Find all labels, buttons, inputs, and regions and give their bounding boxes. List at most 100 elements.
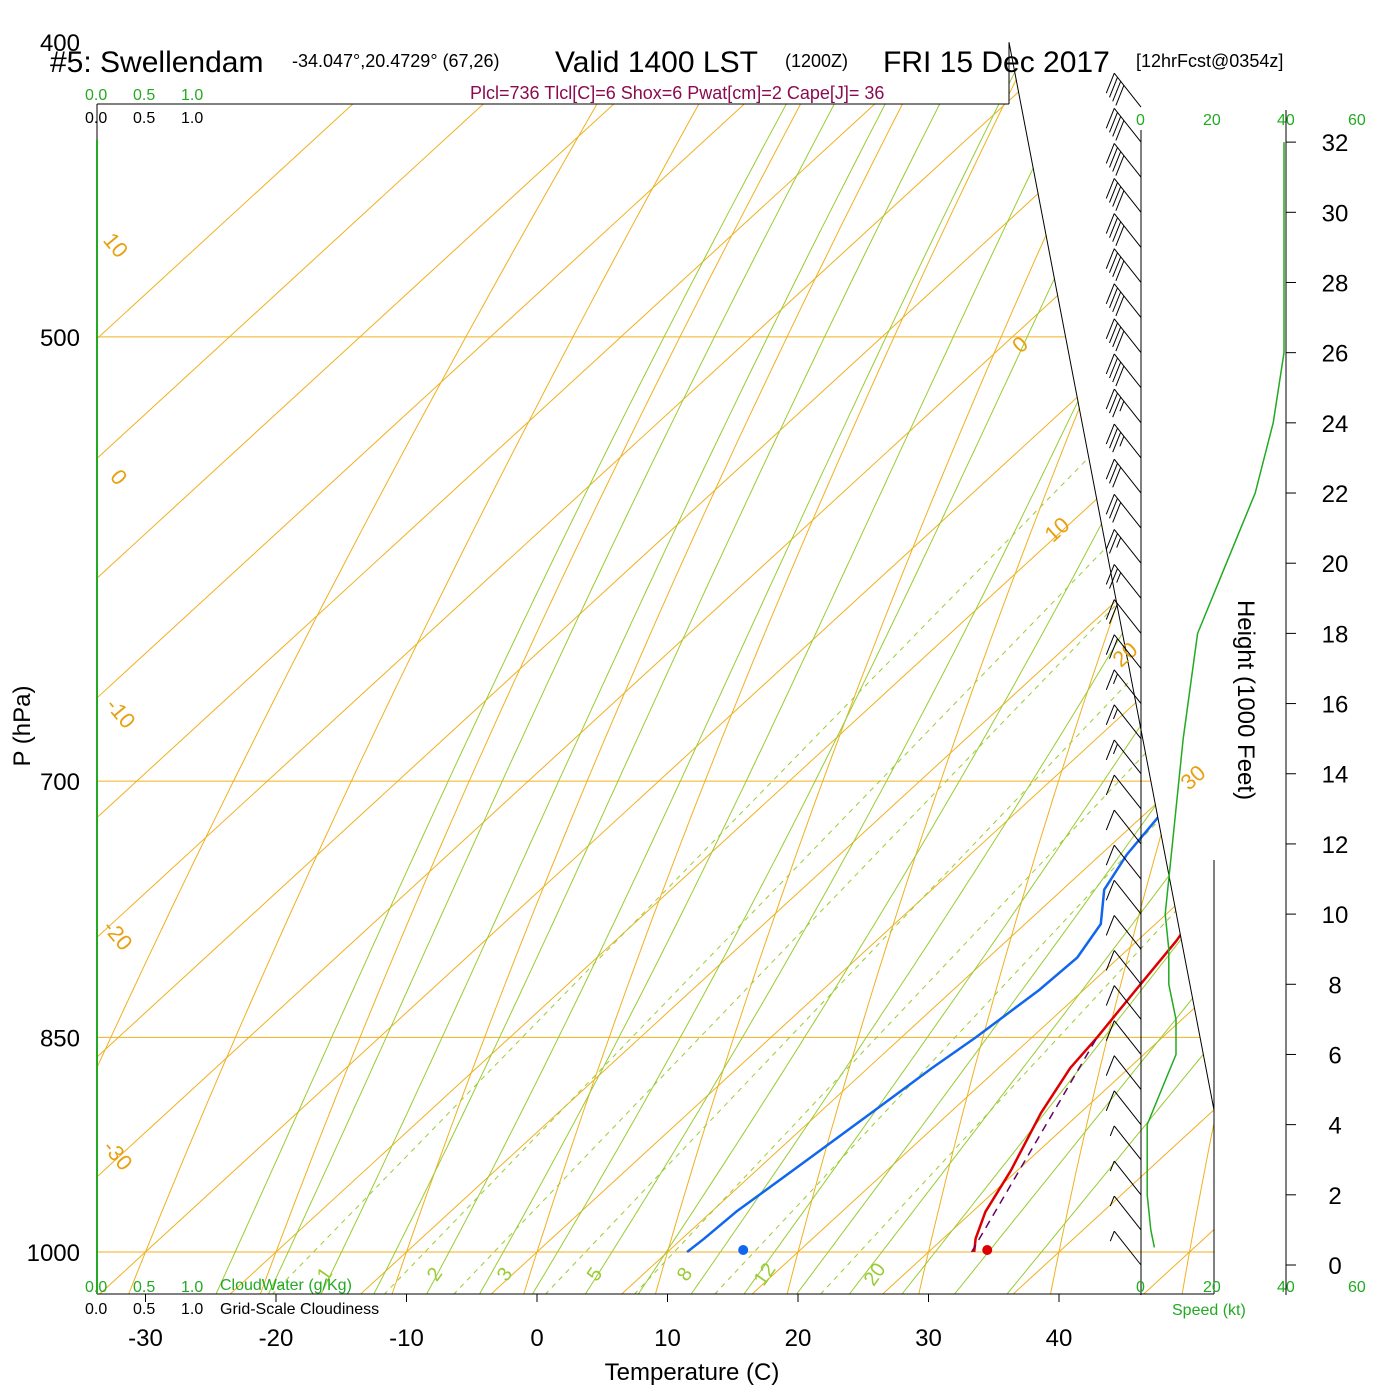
isotherm-label-0: 0 <box>1007 331 1033 358</box>
cloud-top-green-1: 0.5 <box>133 87 155 104</box>
height-tick-22: 22 <box>1322 481 1349 508</box>
temp-tick-0: 0 <box>530 1325 543 1352</box>
thermo-grid <box>97 0 1400 1316</box>
wind-barb-22 <box>1105 458 1142 494</box>
station-coords: -34.047°,20.4729° (67,26) <box>292 51 500 71</box>
dry-adiabat-60 <box>1311 0 1400 1316</box>
height-tick-14: 14 <box>1322 762 1349 789</box>
station-title: #5: Swellendam <box>50 46 263 79</box>
wind-barb-7 <box>1105 985 1142 1020</box>
isotherm--110 <box>97 42 1156 1295</box>
temp-tick-30: 30 <box>915 1325 942 1352</box>
wind-barb-20 <box>1105 529 1142 564</box>
moist-adiabat-16 <box>675 42 1214 1295</box>
wind-barb-27 <box>1105 283 1142 318</box>
wind-barb-11 <box>1105 844 1142 880</box>
valid-time: Valid 1400 LST <box>555 46 758 79</box>
pressure-tick-700: 700 <box>40 769 80 796</box>
cloud-top-green-0: 0.0 <box>85 87 107 104</box>
wind-barb-33 <box>1105 72 1142 108</box>
cloud-top-green-2: 1.0 <box>181 87 203 104</box>
mixing-ratio-label-8: 8 <box>673 1264 697 1286</box>
temp-tick-20: 20 <box>785 1325 812 1352</box>
stability-indices: Plcl=736 Tlcl[C]=6 Shox=6 Pwat[cm]=2 Cap… <box>470 83 884 103</box>
wind-barb-9 <box>1105 915 1142 950</box>
height-tick-4: 4 <box>1328 1113 1341 1140</box>
speed-top-20: 20 <box>1203 112 1221 129</box>
cloud-scale-top: 0.0 0.5 1.0 0.0 0.5 1.0 <box>85 87 203 127</box>
mixing-ratio-label-5: 5 <box>583 1264 607 1286</box>
wind-barb-2 <box>1109 1160 1142 1196</box>
speed-bot-60: 60 <box>1348 1279 1366 1296</box>
mixing-ratio-label-12: 12 <box>750 1259 781 1290</box>
dry-adiabat--40 <box>97 42 1051 1295</box>
moist-adiabat-36 <box>936 42 1214 1295</box>
parcel-profile <box>970 1037 1098 1253</box>
dry-adiabat-label--20: -20 <box>98 915 138 955</box>
height-tick-6: 6 <box>1328 1042 1341 1069</box>
pressure-tick-400: 400 <box>40 30 80 57</box>
speed-top-40: 40 <box>1277 112 1295 129</box>
mixing-ratio-12 <box>693 42 1214 1295</box>
isotherm--20 <box>205 42 1214 1295</box>
height-tick-32: 32 <box>1322 130 1349 157</box>
wind-barb-31 <box>1105 143 1142 178</box>
isotherm--90 <box>97 42 1214 1295</box>
moist-adiabat-32 <box>884 42 1214 1295</box>
wind-panel <box>1105 72 1287 1295</box>
dry-adiabat-50 <box>1178 42 1214 1295</box>
isotherm--50 <box>97 42 1214 1295</box>
isotherm--10 <box>335 42 1214 1295</box>
cloud-top-black-2: 1.0 <box>181 110 203 127</box>
moist-adiabat-0 <box>466 42 1214 1295</box>
moist-adiabat--20 <box>205 42 1214 1295</box>
isotherm-0 <box>466 42 1214 1295</box>
cloud-bot-black-2: 1.0 <box>181 1301 203 1318</box>
dry-adiabat-label--10: -10 <box>101 693 141 733</box>
isotherm-label-10: 10 <box>1040 512 1075 547</box>
wind-barb-1 <box>1109 1195 1142 1231</box>
mixing-ratio-5 <box>524 42 1214 1295</box>
height-tick-8: 8 <box>1328 972 1341 999</box>
wind-barb-30 <box>1105 178 1142 213</box>
sounding-profiles <box>686 42 1214 1253</box>
height-tick-20: 20 <box>1322 551 1349 578</box>
y-axis-label: P (hPa) <box>9 686 36 767</box>
height-tick-26: 26 <box>1322 341 1349 368</box>
cloud-bot-black-0: 0.0 <box>85 1301 107 1318</box>
temp-tick-10: 10 <box>654 1325 681 1352</box>
wind-barb-17 <box>1105 634 1142 669</box>
height-tick-2: 2 <box>1328 1183 1341 1210</box>
dry-adiabat-0 <box>516 42 1214 1295</box>
dry-adiabat--30 <box>119 42 1138 1295</box>
axes: 2503004005007008501000-30-20-10010203040… <box>27 30 1349 1352</box>
pressure-tick-850: 850 <box>40 1025 80 1052</box>
dry-adiabat-label--30: -30 <box>98 1135 138 1175</box>
dewpoint-profile <box>686 42 1214 1253</box>
wind-barb-14 <box>1105 739 1142 775</box>
height-axis-label: Height (1000 Feet) <box>1232 600 1259 800</box>
dry-adiabat--20 <box>251 42 1214 1295</box>
cloud-top-black-0: 0.0 <box>85 110 107 127</box>
dry-adiabat-10 <box>648 42 1214 1295</box>
temp-tick--30: -30 <box>128 1325 163 1352</box>
x-axis-label: Temperature (C) <box>605 1359 780 1386</box>
wind-barb-16 <box>1105 669 1142 704</box>
surface-dewpoint-marker <box>738 1245 749 1255</box>
isotherm-label-20: 20 <box>1108 637 1143 672</box>
cloud-bot-green-1: 0.5 <box>133 1279 155 1296</box>
speed-bot-0: 0 <box>1136 1279 1145 1296</box>
pressure-tick-1000: 1000 <box>27 1240 80 1267</box>
isotherm--30 <box>97 42 1214 1295</box>
cloud-bot-black-1: 0.5 <box>133 1301 155 1318</box>
temp-tick-40: 40 <box>1046 1325 1073 1352</box>
wind-barb-29 <box>1105 213 1142 248</box>
height-tick-28: 28 <box>1322 270 1349 297</box>
mixing-ratio-label-2: 2 <box>423 1264 447 1286</box>
cloudwater-label: CloudWater (g/Kg) <box>220 1277 352 1294</box>
moist-adiabat-28 <box>831 42 1214 1295</box>
wind-barb-4 <box>1105 1090 1142 1125</box>
frame-right-step <box>1008 42 1215 1111</box>
moist-adiabat-12 <box>622 42 1214 1295</box>
